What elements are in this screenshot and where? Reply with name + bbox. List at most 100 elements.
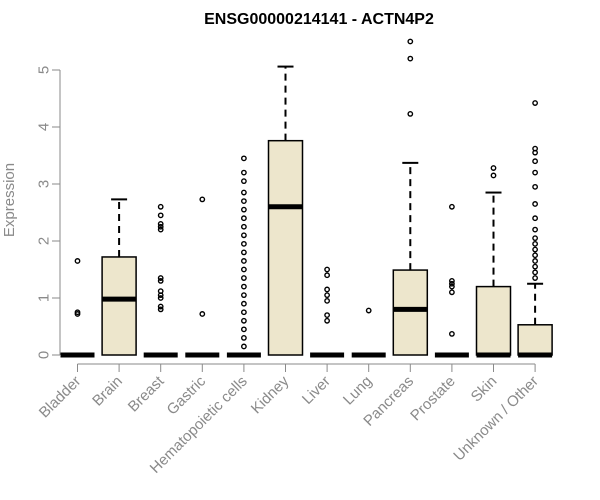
outlier-point: [532, 235, 538, 242]
outlier-point: [157, 277, 164, 284]
box-body: [267, 139, 304, 356]
outlier-point: [407, 55, 414, 62]
box-liver: [310, 266, 345, 358]
y-axis-label: Expression: [1, 163, 18, 237]
outlier-point: [157, 288, 164, 295]
outlier-point: [74, 309, 81, 316]
box-lung: [351, 307, 386, 358]
outlier-point: [448, 283, 455, 290]
x-tick-label: Lung: [340, 373, 376, 409]
outlier-point: [240, 343, 247, 350]
box-breast: [143, 203, 178, 358]
outlier-point: [532, 183, 538, 190]
outlier-point: [448, 203, 455, 210]
outlier-point: [240, 198, 247, 205]
box-body: [101, 256, 137, 356]
y-axis: 0 1 2 3 4 5: [36, 66, 61, 359]
box-kidney: [267, 65, 304, 356]
outlier-point: [324, 286, 330, 293]
outlier-point: [448, 280, 455, 287]
outlier-point: [324, 317, 330, 324]
outlier-point: [532, 275, 538, 281]
box-bladder: [60, 258, 95, 358]
outlier-point: [532, 226, 538, 233]
box-pancreas: [392, 38, 429, 356]
box-brain: [101, 198, 137, 356]
outlier-point: [240, 223, 247, 230]
outlier-point: [324, 292, 330, 299]
outlier-point: [157, 306, 164, 313]
outlier-point: [157, 223, 164, 230]
outlier-point: [240, 240, 247, 247]
outlier-point: [199, 196, 206, 203]
outlier-point: [157, 212, 164, 219]
box-body: [475, 285, 512, 356]
outlier-point: [324, 272, 330, 279]
outlier-point: [240, 155, 247, 162]
outlier-point: [324, 312, 330, 318]
outlier-point: [532, 158, 538, 165]
outlier-point: [324, 297, 330, 304]
outlier-point: [532, 240, 538, 247]
outlier-point: [532, 100, 538, 106]
outlier-point: [490, 165, 497, 171]
x-tick-label: Bladder: [36, 373, 85, 422]
outlier-point: [240, 326, 247, 333]
outlier-point: [240, 309, 247, 316]
outlier-point: [532, 215, 538, 222]
outlier-point: [157, 220, 164, 227]
box-prostate: [434, 203, 469, 358]
outlier-point: [407, 38, 414, 45]
outlier-point: [448, 289, 455, 296]
outlier-point: [240, 249, 247, 256]
outlier-point: [532, 269, 538, 276]
outlier-point: [532, 145, 538, 152]
x-tick-label: Prostate: [407, 373, 459, 425]
x-tick-label: Kidney: [248, 372, 293, 417]
chart-title: ENSG00000214141 - ACTN4P2: [204, 11, 434, 28]
box-hematopoietic-cells: [226, 155, 261, 358]
outlier-point: [157, 275, 164, 281]
y-tick-label: 5: [36, 66, 53, 74]
outlier-point: [532, 263, 538, 270]
box-skin: [475, 165, 512, 358]
x-tick-label: Breast: [125, 372, 168, 415]
outlier-point: [324, 266, 330, 273]
outlier-point: [157, 295, 164, 301]
plot-area: [60, 38, 553, 358]
box-body: [392, 269, 429, 356]
outlier-point: [240, 334, 247, 341]
outlier-point: [240, 317, 247, 324]
outlier-point: [240, 232, 247, 239]
outlier-point: [240, 189, 247, 196]
outlier-point: [199, 311, 206, 317]
outlier-point: [240, 206, 247, 213]
outlier-point: [157, 203, 164, 210]
box-body: [517, 324, 553, 356]
y-tick-label: 1: [36, 294, 53, 302]
outlier-point: [240, 169, 247, 176]
y-tick-label: 3: [36, 180, 53, 188]
outlier-point: [157, 303, 164, 310]
box-gastric: [185, 196, 220, 358]
x-tick-label: Liver: [299, 373, 334, 408]
outlier-point: [157, 226, 164, 233]
y-tick-label: 4: [36, 123, 53, 131]
y-tick-label: 0: [36, 351, 53, 359]
x-tick-label: Skin: [468, 373, 501, 406]
x-tick-label: Brain: [89, 373, 126, 410]
outlier-point: [240, 300, 247, 307]
outlier-point: [532, 169, 538, 176]
outlier-point: [240, 258, 247, 264]
outlier-point: [240, 292, 247, 299]
outlier-point: [240, 215, 247, 222]
outlier-point: [240, 178, 247, 185]
outlier-point: [448, 331, 455, 337]
outlier-point: [532, 258, 538, 264]
outlier-point: [448, 277, 455, 284]
outlier-point: [240, 283, 247, 290]
outlier-point: [407, 110, 414, 117]
outlier-point: [532, 246, 538, 253]
